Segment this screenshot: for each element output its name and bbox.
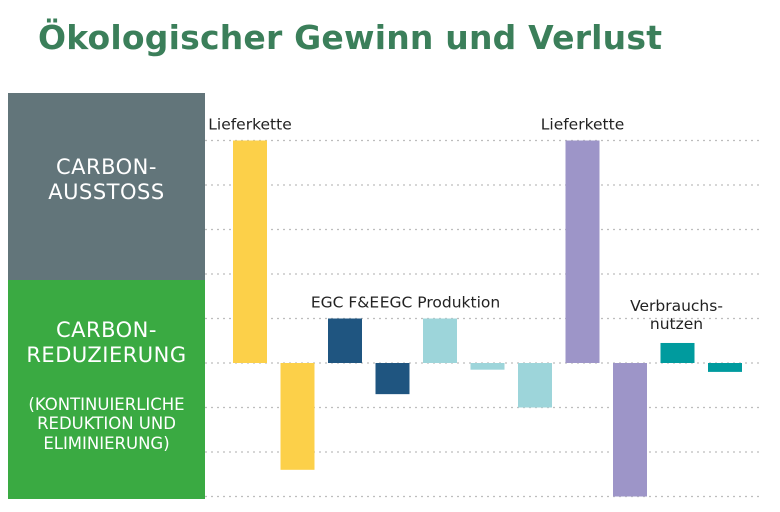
carbon-reduction-panel: CARBON- REDUZIERUNG (KONTINUIERLICHE RED… <box>8 280 205 499</box>
panel-line: CARBON- <box>56 155 157 179</box>
page-title: Ökologischer Gewinn und Verlust <box>38 18 663 57</box>
carbon-reduction-label: CARBON- REDUZIERUNG <box>8 318 205 368</box>
panel-note-line: REDUKTION UND <box>37 414 176 434</box>
bar <box>280 363 315 470</box>
bar <box>423 318 457 363</box>
carbon-emission-panel: CARBON- AUSSTOSS <box>8 93 205 280</box>
annotation-label: Lieferkette <box>541 116 625 134</box>
bar <box>375 363 410 395</box>
bar <box>328 318 362 363</box>
panel-line: REDUZIERUNG <box>26 342 187 367</box>
panel-note-line: ELIMINIERUNG) <box>43 433 170 453</box>
bar <box>660 342 695 363</box>
bar <box>708 363 742 372</box>
carbon-emission-label: CARBON- AUSSTOSS <box>8 155 205 205</box>
annotation-label: EGC F&E <box>311 294 379 312</box>
carbon-reduction-note: (KONTINUIERLICHE REDUKTION UND ELIMINIER… <box>8 395 205 453</box>
panel-line: CARBON- <box>56 318 157 342</box>
annotation-label: Lieferkette <box>208 116 292 134</box>
bar <box>613 363 647 497</box>
bar <box>470 363 505 370</box>
panel-line: AUSSTOSS <box>48 179 165 204</box>
bar <box>565 140 600 363</box>
annotation-label: nutzen <box>650 315 703 333</box>
annotation-label: EGC Produktion <box>380 294 500 312</box>
bar <box>518 363 552 408</box>
panel-note-line: (KONTINUIERLICHE <box>28 395 185 414</box>
bar <box>233 140 267 363</box>
annotation-label: Verbrauchs- <box>630 297 723 315</box>
